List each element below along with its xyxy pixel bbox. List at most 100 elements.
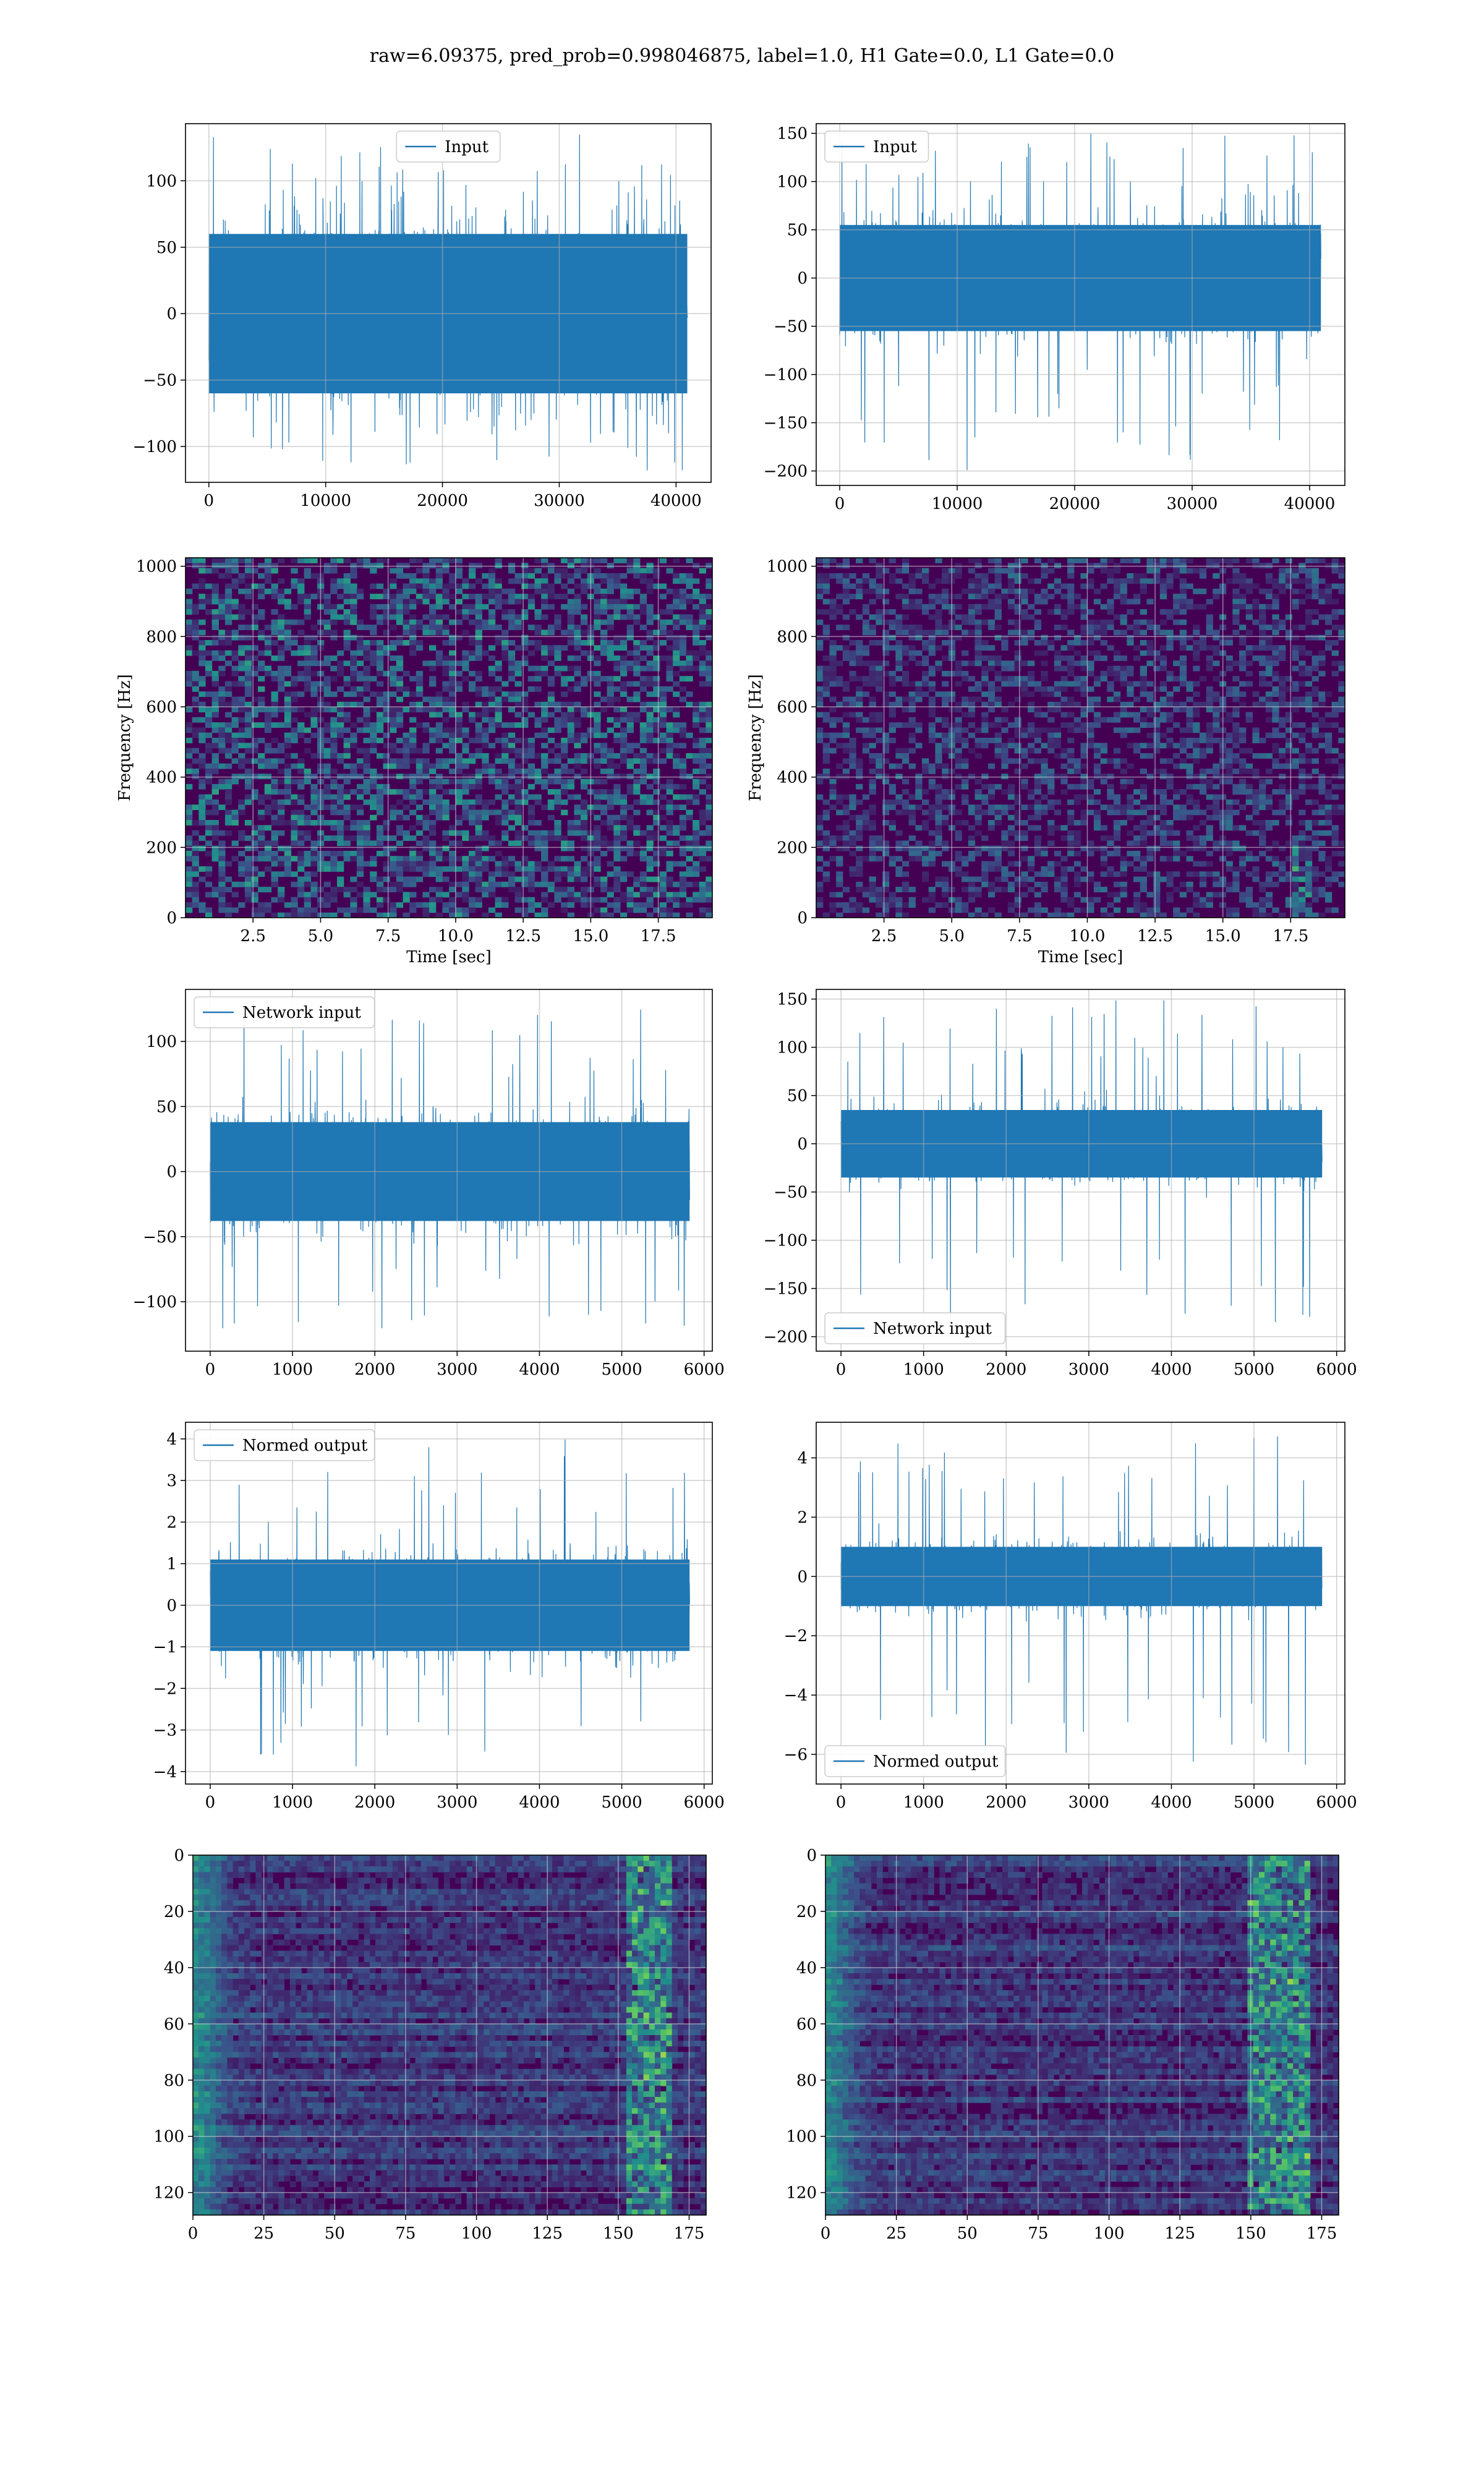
- h1-spectrogram-cell: [416, 902, 423, 908]
- h1-spectrogram-cell: [594, 722, 600, 728]
- h1-spectrogram-cell: [429, 584, 436, 589]
- l1-spectrogram-cell: [1338, 697, 1345, 702]
- h1-spectrogram-cell: [581, 877, 587, 882]
- h1-spectrogram-cell: [330, 615, 337, 620]
- h1-spectrogram-cell: [521, 871, 528, 877]
- h1-spectrogram-cell: [594, 717, 600, 723]
- h1-spectrogram-cell: [245, 584, 252, 589]
- h1-spectrogram-cell: [541, 599, 548, 605]
- h1-spectrogram-cell: [192, 758, 199, 764]
- l1-spectrogram-cell: [909, 707, 916, 712]
- l1-spectrogram-cell: [1272, 727, 1279, 733]
- l1-spectrogram-cell: [1206, 697, 1213, 702]
- h1-spectrogram-cell: [475, 800, 482, 805]
- h1-spectrogram-cell: [462, 830, 469, 836]
- h1-spectrogram-cell: [647, 758, 654, 764]
- l1-spectrogram-cell: [849, 573, 856, 579]
- h1-spectrogram-cell: [613, 707, 620, 712]
- h1-spectrogram-cell: [304, 897, 311, 903]
- h1-spectrogram-cell: [653, 676, 660, 681]
- h1-spectrogram-cell: [706, 907, 712, 913]
- h1-spectrogram-cell: [390, 722, 396, 728]
- h1-spectrogram-cell: [574, 871, 581, 877]
- h1-spectrogram-cell: [528, 840, 535, 846]
- h1-spectrogram-cell: [357, 809, 364, 815]
- h1-spectrogram-cell: [252, 774, 258, 779]
- h1-spectrogram-cell: [667, 779, 673, 785]
- h1-spectrogram-cell: [449, 604, 456, 610]
- h1-spectrogram-cell: [548, 758, 555, 764]
- h1-spectrogram-cell: [310, 784, 317, 790]
- l1-spectrogram-cell: [1140, 651, 1147, 656]
- l1-spectrogram-cell: [1087, 697, 1094, 702]
- h1-spectrogram-cell: [561, 840, 568, 846]
- h1-spectrogram-cell: [469, 738, 475, 743]
- l1-spectrogram-cell: [1232, 615, 1239, 620]
- l1-spectrogram-cell: [1081, 743, 1088, 748]
- h1-spectrogram-cell: [344, 887, 351, 892]
- h1-spectrogram-cell: [706, 897, 712, 903]
- l1-spectrogram-cell: [935, 615, 942, 620]
- l1-spectrogram-cell: [1173, 707, 1180, 712]
- h1-spectrogram-cell: [198, 727, 205, 733]
- h1-spectrogram-cell: [245, 655, 252, 661]
- h1-spectrogram-cell: [396, 655, 403, 661]
- l1-spectrogram-cell: [935, 733, 942, 738]
- h1-spectrogram-cell: [350, 686, 357, 692]
- h1-spectrogram-cell: [660, 748, 667, 754]
- h1-spectrogram-cell: [462, 584, 469, 589]
- h1-spectrogram-cell: [436, 815, 443, 821]
- h1-spectrogram-cell: [686, 655, 693, 661]
- h1-spectrogram-cell: [337, 882, 344, 887]
- l1-spectrogram-cell: [981, 712, 988, 717]
- l1-spectrogram-cell: [1292, 625, 1299, 630]
- l1-spectrogram-cell: [849, 676, 856, 681]
- h1-spectrogram-cell: [667, 805, 673, 810]
- h1-spectrogram-cell: [192, 897, 199, 903]
- l1-spectrogram-cell: [1325, 589, 1332, 594]
- h1-spectrogram-cell: [205, 866, 212, 872]
- l1-spectrogram-cell: [1140, 753, 1147, 759]
- l1-spectrogram-cell: [995, 748, 1002, 754]
- l1-spectrogram-cell: [988, 666, 995, 672]
- h1-spectrogram-cell: [304, 727, 311, 733]
- h1-spectrogram-cell: [436, 691, 443, 697]
- l1-spectrogram-cell: [1206, 733, 1213, 738]
- h1-spectrogram-cell: [429, 784, 436, 790]
- h1-spectrogram-cell: [390, 815, 396, 821]
- h1-spectrogram-cell: [212, 825, 219, 830]
- l1-spectrogram-cell: [1206, 563, 1213, 568]
- h1-spectrogram-cell: [686, 599, 693, 605]
- h1-spectrogram-cell: [488, 877, 495, 882]
- l1-spectrogram-cell: [915, 686, 922, 692]
- h1-spectrogram-cell: [508, 594, 515, 599]
- h1-spectrogram-cell: [265, 846, 271, 852]
- l1-spectrogram-cell: [962, 712, 968, 717]
- l1-spectrogram-cell: [1081, 681, 1088, 687]
- h1-spectrogram-cell: [238, 758, 245, 764]
- h1-spectrogram-cell: [613, 738, 620, 743]
- h1-spectrogram-cell: [640, 594, 647, 599]
- l1-spectrogram-cell: [1325, 722, 1332, 728]
- h1-spectrogram-cell: [284, 764, 291, 769]
- h1-spectrogram-cell: [278, 820, 284, 826]
- h1-spectrogram-cell: [370, 625, 377, 630]
- h1-spectrogram-cell: [245, 573, 252, 579]
- h1-spectrogram-cell: [350, 599, 357, 605]
- h1-spectrogram-cell: [238, 871, 245, 877]
- h1-spectrogram-cell: [581, 589, 587, 594]
- h1-spectrogram-cell: [403, 789, 410, 795]
- h1-spectrogram-cell: [218, 733, 225, 738]
- l1-spectrogram-cell: [1107, 568, 1114, 574]
- h1-spectrogram-cell: [192, 733, 199, 738]
- l1-spectrogram-cell: [1001, 666, 1008, 672]
- h1-spectrogram-cell: [297, 727, 304, 733]
- h1-spectrogram-cell: [396, 609, 403, 615]
- h1-spectrogram-cell: [515, 779, 522, 785]
- l1-spectrogram-cell: [1325, 563, 1332, 568]
- h1-spectrogram-cell: [561, 691, 568, 697]
- h1-spectrogram-cell: [482, 620, 488, 625]
- l1-spectrogram-cell: [1146, 578, 1153, 584]
- h1-spectrogram-cell: [521, 697, 528, 702]
- l1-spectrogram-cell: [1067, 609, 1074, 615]
